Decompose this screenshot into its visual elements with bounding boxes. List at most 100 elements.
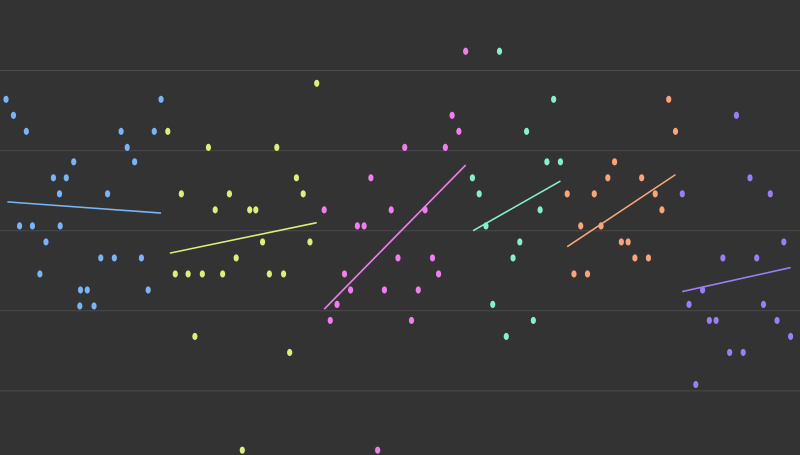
data-point (720, 254, 726, 262)
data-point (584, 270, 591, 278)
data-point (503, 332, 509, 341)
data-point (415, 286, 421, 294)
data-point (266, 270, 272, 278)
data-point (442, 143, 448, 151)
data-point (341, 270, 348, 278)
data-point (679, 190, 685, 198)
data-point (645, 254, 652, 262)
data-point (496, 47, 503, 55)
data-point (199, 270, 205, 278)
data-point (490, 300, 496, 309)
data-point (84, 286, 90, 294)
data-point (347, 286, 354, 294)
data-point (361, 222, 367, 230)
data-points (3, 47, 794, 454)
data-point (611, 158, 618, 166)
data-point (3, 95, 9, 103)
data-point (253, 206, 259, 214)
data-point (233, 254, 239, 262)
data-point (165, 127, 171, 135)
data-point (578, 222, 584, 230)
data-point (132, 158, 138, 166)
data-point (699, 286, 706, 294)
data-point (625, 238, 631, 246)
data-point (314, 79, 320, 87)
data-point (733, 111, 740, 119)
data-point (327, 316, 333, 325)
data-point (71, 158, 77, 166)
data-point (591, 190, 597, 198)
data-point (781, 238, 787, 246)
data-point (551, 95, 557, 103)
data-point (598, 222, 604, 230)
data-point (544, 158, 550, 166)
data-point (158, 95, 164, 103)
data-point (300, 190, 306, 198)
data-point (456, 127, 462, 135)
data-point (226, 190, 233, 198)
data-point (10, 111, 17, 119)
data-point (564, 190, 570, 198)
data-point (293, 174, 300, 182)
data-point (605, 174, 611, 182)
data-point (435, 270, 442, 278)
data-point (287, 348, 293, 357)
data-point (469, 174, 476, 182)
data-point (706, 316, 712, 325)
trend-line (323, 164, 467, 310)
data-point (449, 111, 455, 119)
data-point (652, 190, 658, 198)
data-point (56, 190, 63, 198)
data-point (760, 300, 767, 309)
data-point (16, 222, 23, 230)
data-point (557, 158, 564, 166)
data-point (523, 127, 530, 135)
data-point (212, 206, 218, 214)
data-point (483, 222, 489, 230)
data-point (274, 143, 280, 151)
data-point (50, 174, 57, 182)
data-point (632, 254, 638, 262)
data-point (429, 254, 436, 262)
data-point (63, 174, 69, 182)
data-point (239, 446, 245, 454)
data-point (517, 238, 523, 246)
data-point (787, 332, 794, 341)
data-point (537, 206, 543, 214)
data-point (381, 286, 388, 294)
trend-line (472, 180, 561, 232)
data-point (476, 190, 482, 198)
data-point (422, 206, 428, 214)
data-point (151, 127, 157, 135)
data-point (510, 254, 516, 262)
data-point (185, 270, 191, 278)
data-point (571, 270, 577, 278)
data-point (145, 286, 151, 294)
data-point (192, 332, 198, 341)
trend-line (7, 201, 162, 214)
data-point (354, 222, 360, 230)
trend-line (682, 266, 791, 293)
data-point (178, 190, 184, 198)
data-point (408, 316, 415, 325)
data-point (375, 446, 381, 454)
data-point (740, 348, 746, 357)
data-point (138, 254, 145, 262)
data-point (666, 95, 672, 103)
data-point (23, 127, 29, 135)
data-point (77, 302, 83, 310)
data-point (672, 127, 679, 135)
data-point (767, 190, 773, 198)
data-point (639, 174, 645, 182)
data-point (754, 254, 760, 262)
data-point (747, 174, 753, 182)
data-point (111, 254, 117, 262)
data-point (727, 348, 733, 357)
data-point (321, 206, 327, 214)
data-point (43, 238, 49, 246)
data-point (659, 206, 665, 214)
data-point (334, 300, 340, 309)
data-point (91, 302, 97, 310)
data-point (307, 238, 313, 246)
